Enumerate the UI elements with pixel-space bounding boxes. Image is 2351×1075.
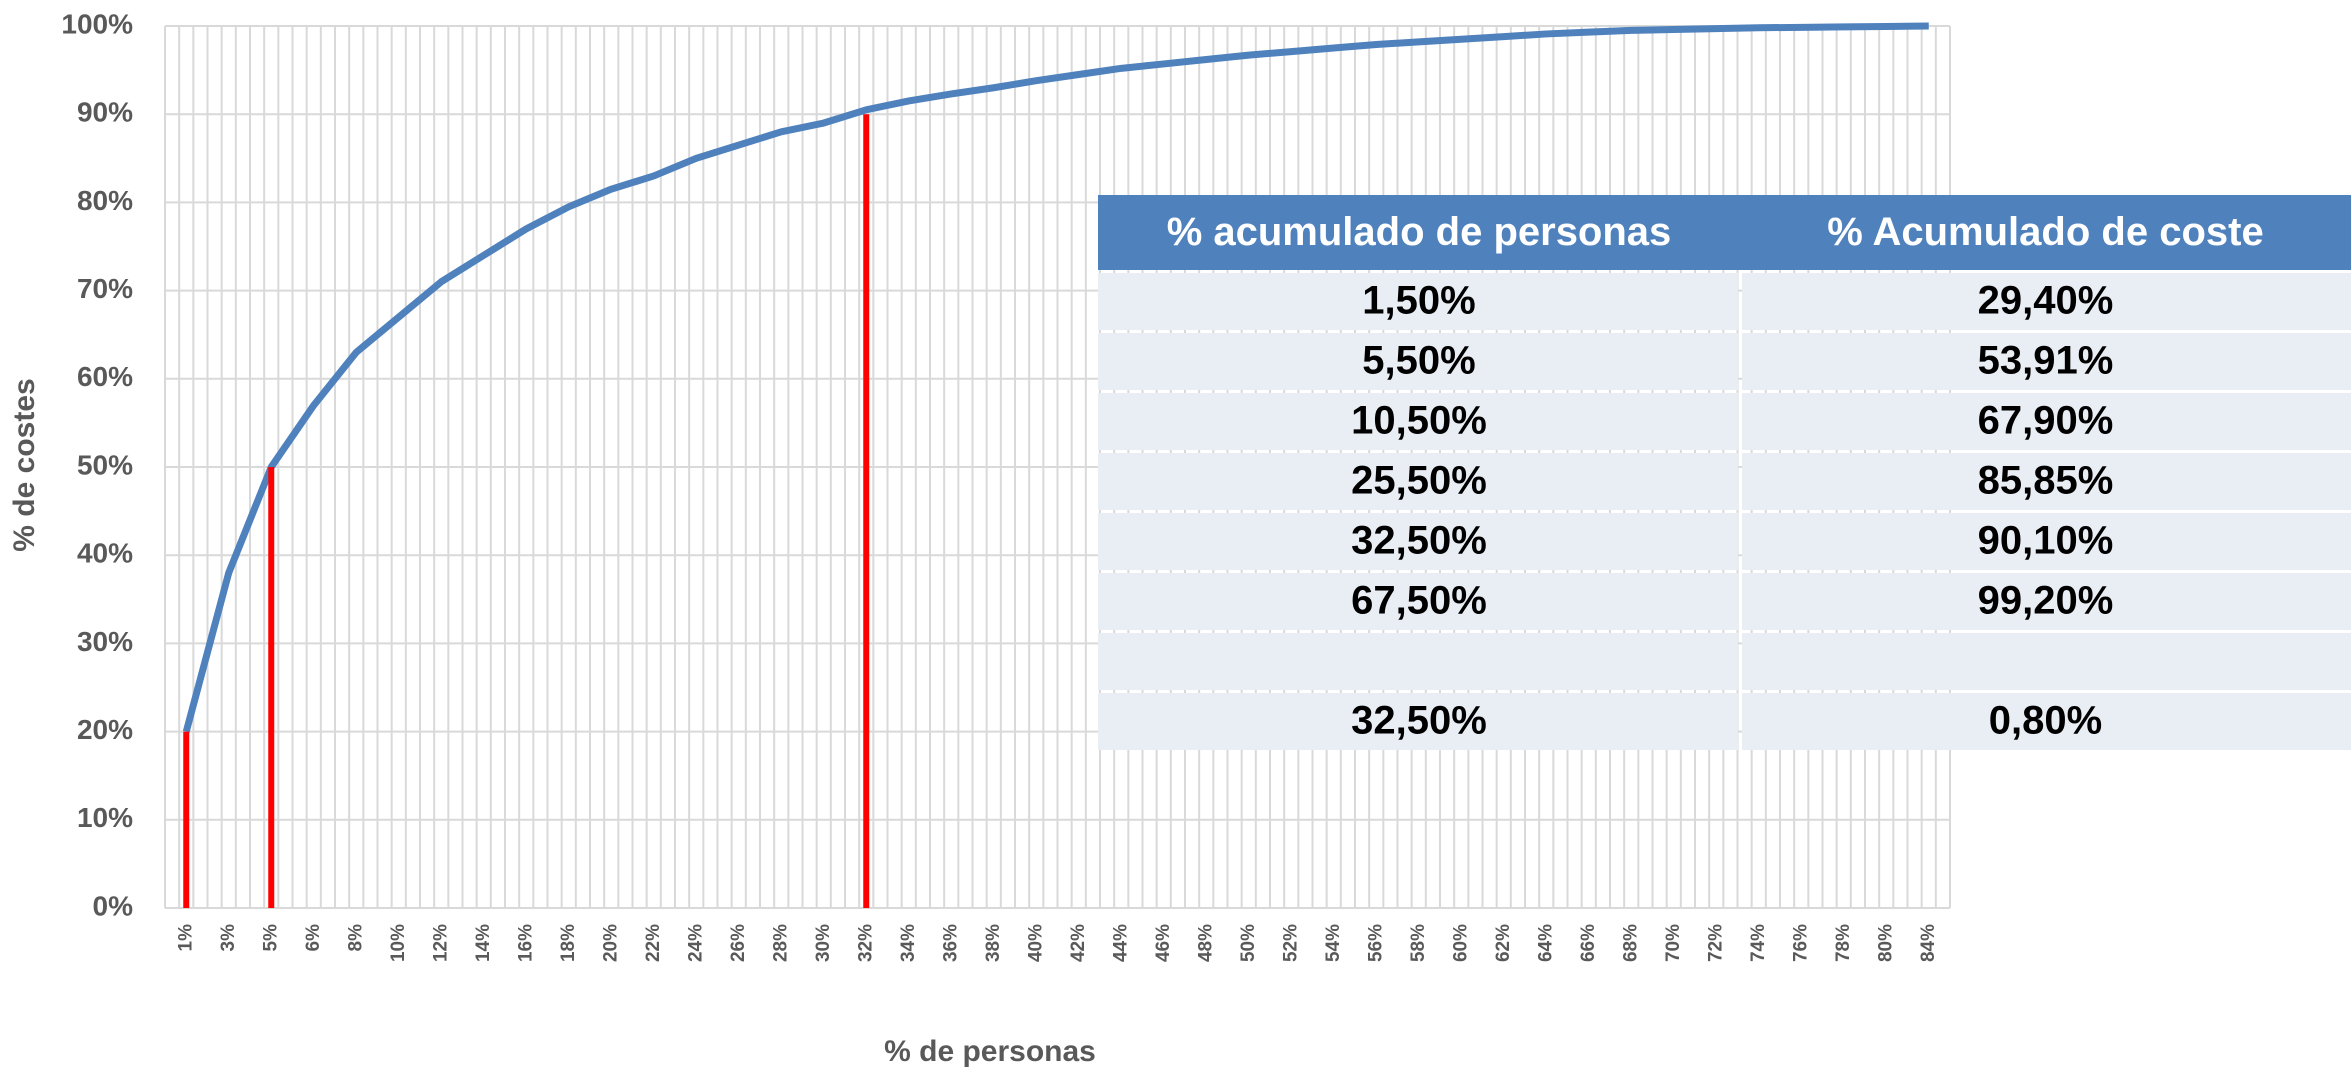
x-tick-label: 5% — [260, 924, 281, 952]
x-tick-label: 62% — [1493, 924, 1514, 962]
x-tick-label: 46% — [1153, 924, 1174, 962]
table-cell — [1742, 273, 2351, 330]
x-tick-label: 60% — [1450, 924, 1471, 962]
x-tick-label: 66% — [1578, 924, 1599, 962]
table-cell — [1742, 453, 2351, 510]
table-cell — [1098, 273, 1738, 330]
x-tick-label: 38% — [983, 924, 1004, 962]
table-cell — [1098, 453, 1738, 510]
table-cell — [1098, 633, 1738, 690]
x-tick-label: 76% — [1790, 924, 1811, 962]
y-tick-label: 80% — [77, 185, 133, 216]
y-tick-label: 50% — [77, 449, 133, 480]
table-cell — [1742, 693, 2351, 750]
table-cell-text: 67,50% — [1351, 579, 1487, 623]
x-tick-label: 54% — [1323, 924, 1344, 962]
table-cell — [1742, 513, 2351, 570]
x-tick-label: 22% — [643, 924, 664, 962]
table-cell-text: 1,50% — [1362, 279, 1475, 323]
line-series — [182, 22, 1929, 733]
table-cell-text: 0,80% — [1989, 699, 2102, 743]
x-tick-label: 26% — [728, 924, 749, 962]
table-cell — [1742, 573, 2351, 630]
x-tick-label: 6% — [303, 924, 324, 952]
x-tick-label: 12% — [430, 924, 451, 962]
table-cell-text: 25,50% — [1351, 459, 1487, 503]
x-tick-label: 34% — [898, 924, 919, 962]
y-tick-label: 70% — [77, 273, 133, 304]
x-tick-label: 74% — [1748, 924, 1769, 962]
x-tick-label: 14% — [473, 924, 494, 962]
x-tick-label: 78% — [1833, 924, 1854, 962]
table-cell-text: 53,91% — [1978, 339, 2114, 383]
x-tick-label: 28% — [770, 924, 791, 962]
x-tick-label: 72% — [1705, 924, 1726, 962]
table-cell — [1098, 573, 1738, 630]
x-tick-label: 30% — [813, 924, 834, 962]
y-axis-title: % de costes — [8, 378, 41, 551]
table-cell-text: 32,50% — [1351, 699, 1487, 743]
table-cell — [1742, 633, 2351, 690]
x-tick-label: 50% — [1238, 924, 1259, 962]
x-tick-label: 42% — [1068, 924, 1089, 962]
table-cell-text: 32,50% — [1351, 519, 1487, 563]
table-cell-text: 85,85% — [1978, 459, 2114, 503]
x-tick-label: 36% — [940, 924, 961, 962]
x-tick-label: 84% — [1918, 924, 1939, 962]
table-cell — [1742, 333, 2351, 390]
table-cell-text: 29,40% — [1978, 279, 2114, 323]
x-axis-title: % de personas — [884, 1035, 1096, 1068]
x-tick-label: 1% — [175, 924, 196, 952]
x-tick-label: 52% — [1280, 924, 1301, 962]
y-tick-label: 40% — [77, 538, 133, 569]
x-tick-label: 40% — [1025, 924, 1046, 962]
table-cell — [1098, 393, 1738, 450]
table-cell-text: 99,20% — [1978, 579, 2114, 623]
x-tick-label: 16% — [515, 924, 536, 962]
x-tick-label: 56% — [1365, 924, 1386, 962]
table-header — [1098, 195, 2351, 270]
table-cell — [1098, 693, 1738, 750]
x-tick-label: 68% — [1620, 924, 1641, 962]
x-tick-label: 3% — [218, 924, 239, 952]
y-tick-label: 30% — [77, 626, 133, 657]
table-header-cell: % acumulado de personas — [1167, 210, 1672, 254]
x-tick-label: 58% — [1408, 924, 1429, 962]
table-cell-text: 67,90% — [1978, 399, 2114, 443]
y-tick-label: 20% — [77, 714, 133, 745]
y-tick-label: 60% — [77, 361, 133, 392]
y-tick-label: 10% — [77, 802, 133, 833]
x-tick-label: 32% — [855, 924, 876, 962]
x-tick-label: 18% — [558, 924, 579, 962]
x-tick-label: 70% — [1663, 924, 1684, 962]
x-tick-label: 48% — [1195, 924, 1216, 962]
x-tick-label: 20% — [600, 924, 621, 962]
x-tick-label: 80% — [1875, 924, 1896, 962]
table-cell — [1742, 393, 2351, 450]
y-tick-label: 0% — [93, 890, 134, 921]
x-tick-label: 44% — [1110, 924, 1131, 962]
x-tick-label: 8% — [345, 924, 366, 952]
table-cell-text: 90,10% — [1978, 519, 2114, 563]
table-cell-text: 10,50% — [1351, 399, 1487, 443]
x-tick-label: 24% — [685, 924, 706, 962]
x-tick-label: 64% — [1535, 924, 1556, 962]
y-tick-label: 90% — [77, 97, 133, 128]
table-cell — [1098, 333, 1738, 390]
y-tick-label: 100% — [61, 8, 133, 39]
x-tick-label: 10% — [388, 924, 409, 962]
table-cell — [1098, 513, 1738, 570]
table-header-cell: % Acumulado de coste — [1827, 210, 2263, 254]
table-cell-text: 5,50% — [1362, 339, 1475, 383]
